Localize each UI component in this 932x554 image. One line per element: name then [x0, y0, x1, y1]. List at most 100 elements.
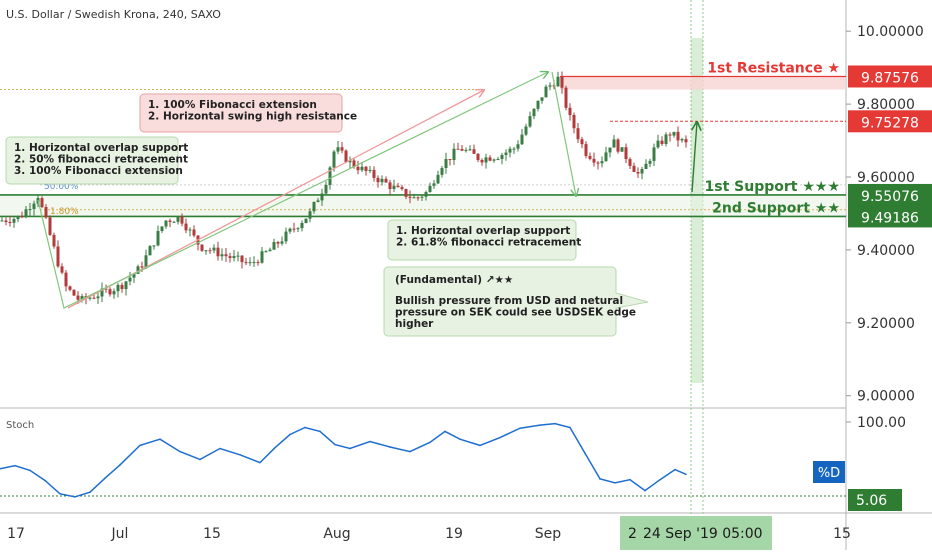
candle[interactable] [408, 190, 412, 204]
price-axis-panel[interactable] [846, 0, 932, 550]
candle[interactable] [556, 71, 560, 87]
candle[interactable] [388, 179, 392, 196]
candle[interactable] [112, 288, 116, 299]
candle[interactable] [312, 201, 316, 214]
candle[interactable] [160, 226, 164, 233]
candle[interactable] [644, 159, 648, 170]
candle[interactable] [512, 146, 516, 154]
candle[interactable] [100, 282, 104, 303]
candle[interactable] [520, 128, 524, 145]
crosshair-time-tag[interactable] [620, 516, 772, 550]
candle[interactable] [156, 225, 160, 247]
candle[interactable] [280, 236, 284, 246]
candle[interactable] [148, 245, 152, 256]
candle[interactable] [496, 156, 500, 161]
candle[interactable] [572, 112, 576, 134]
candle[interactable] [524, 123, 528, 137]
candle[interactable] [632, 162, 636, 173]
candle[interactable] [456, 142, 460, 150]
candle[interactable] [540, 97, 544, 104]
candle[interactable] [236, 251, 240, 262]
candle[interactable] [416, 196, 420, 201]
candle[interactable] [296, 227, 300, 232]
candle[interactable] [12, 217, 16, 228]
candle[interactable] [548, 82, 552, 91]
candle[interactable] [292, 222, 296, 233]
candle[interactable] [116, 283, 120, 298]
candle[interactable] [368, 165, 372, 174]
candle[interactable] [684, 135, 688, 148]
candle[interactable] [120, 282, 124, 293]
candle[interactable] [40, 196, 44, 209]
candle[interactable] [648, 158, 652, 168]
stoch-legend-badge[interactable] [813, 461, 845, 483]
level-price-tag-3[interactable] [848, 183, 932, 206]
candle[interactable] [168, 218, 172, 228]
candle[interactable] [492, 158, 496, 163]
candle[interactable] [672, 131, 676, 138]
candle[interactable] [24, 206, 28, 219]
candle[interactable] [668, 132, 672, 142]
candle[interactable] [224, 247, 228, 262]
candle[interactable] [628, 157, 632, 170]
candle[interactable] [460, 144, 464, 152]
candle[interactable] [4, 217, 8, 226]
candle[interactable] [72, 289, 76, 296]
candle[interactable] [216, 241, 220, 261]
candle[interactable] [324, 181, 328, 196]
candle[interactable] [372, 166, 376, 182]
candle[interactable] [652, 143, 656, 166]
candle[interactable] [340, 141, 344, 154]
candle[interactable] [616, 138, 620, 154]
candle[interactable] [284, 227, 288, 244]
candle[interactable] [580, 136, 584, 149]
level-price-tag-4[interactable] [848, 205, 932, 228]
candle[interactable] [432, 180, 436, 189]
level-price-tag-1[interactable] [848, 65, 932, 88]
candle[interactable] [316, 197, 320, 203]
candle[interactable] [276, 240, 280, 248]
candle[interactable] [424, 190, 428, 201]
candle[interactable] [636, 167, 640, 179]
candle[interactable] [600, 156, 604, 168]
candle[interactable] [392, 179, 396, 192]
candle[interactable] [244, 257, 248, 266]
candle[interactable] [188, 227, 192, 237]
candle[interactable] [288, 227, 292, 234]
candle[interactable] [200, 244, 204, 253]
candle[interactable] [132, 273, 136, 283]
candle[interactable] [256, 259, 260, 266]
candle[interactable] [228, 252, 232, 263]
candle[interactable] [260, 246, 264, 264]
candle[interactable] [544, 84, 548, 98]
candle[interactable] [500, 152, 504, 165]
candle[interactable] [20, 211, 24, 219]
candle[interactable] [436, 170, 440, 185]
candle[interactable] [172, 220, 176, 223]
candle[interactable] [680, 137, 684, 143]
candle[interactable] [212, 244, 216, 254]
candle[interactable] [204, 250, 208, 255]
candle[interactable] [76, 291, 80, 305]
candle[interactable] [64, 270, 68, 292]
candle[interactable] [320, 188, 324, 207]
candle[interactable] [192, 225, 196, 238]
candle[interactable] [48, 215, 52, 236]
candle[interactable] [268, 247, 272, 252]
candle[interactable] [516, 140, 520, 152]
candle[interactable] [528, 111, 532, 128]
candle[interactable] [676, 126, 680, 147]
candle[interactable] [348, 156, 352, 169]
candle[interactable] [404, 188, 408, 200]
candle[interactable] [124, 280, 128, 296]
candle[interactable] [8, 216, 12, 227]
candle[interactable] [272, 238, 276, 250]
candle[interactable] [588, 152, 592, 161]
candle[interactable] [624, 143, 628, 164]
stoch-value-tag[interactable] [848, 489, 902, 511]
candle[interactable] [108, 287, 112, 297]
candle[interactable] [484, 153, 488, 169]
candle[interactable] [476, 153, 480, 163]
